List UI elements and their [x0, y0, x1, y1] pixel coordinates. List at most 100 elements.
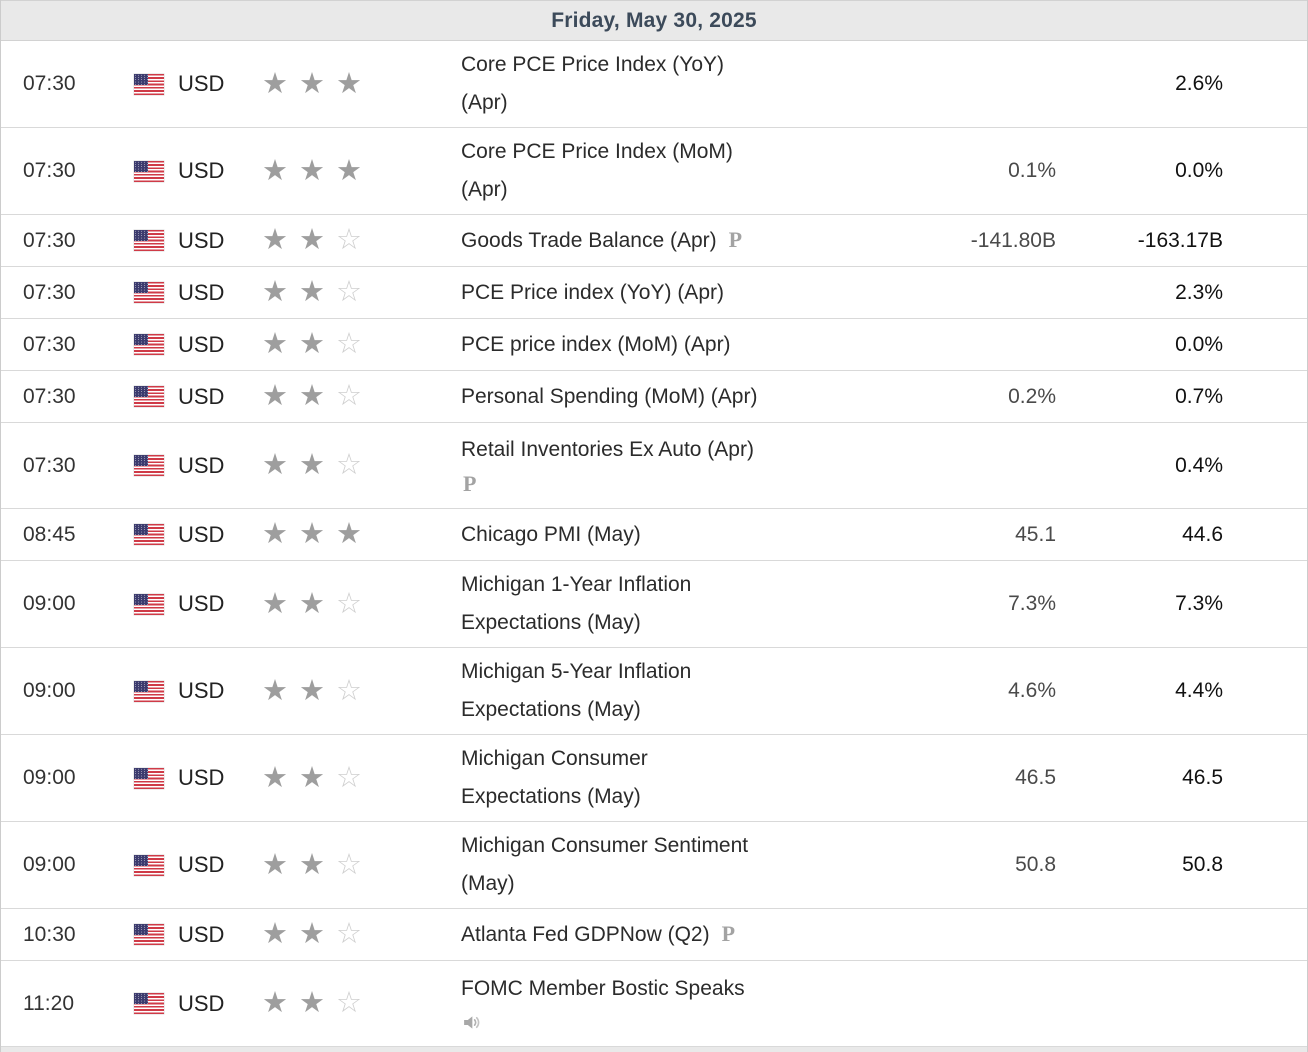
star-icon-empty: ☆ — [336, 674, 362, 707]
event-name-line[interactable]: Expectations (May) — [461, 698, 641, 721]
event-name-line[interactable]: Retail Inventories Ex Auto (Apr) — [461, 438, 754, 461]
star-icon-filled: ★ — [336, 154, 362, 187]
event-name-line[interactable]: Chicago PMI (May) — [461, 522, 641, 546]
star-icon-filled: ★ — [299, 380, 325, 412]
currency-label: USD — [178, 521, 225, 547]
event-row[interactable]: 07:30 USD ★ ★ ☆ Goods Trade Balance (Apr) P… — [1, 215, 1307, 267]
event-name-line[interactable]: Expectations (May) — [461, 785, 641, 808]
event-row[interactable]: 07:30 USD ★ ★ ★ Core PCE Price Index (MoM)… — [1, 128, 1307, 215]
event-name-line[interactable]: PCE Price index (YoY) (Apr) — [461, 280, 724, 304]
importance-stars: ★ ★ ☆ — [262, 382, 440, 411]
event-row[interactable]: 07:30 USD ★ ★ ☆ Retail Inventories Ex Auto… — [1, 423, 1307, 509]
star-icon-empty: ☆ — [336, 848, 362, 881]
us-flag-icon — [134, 593, 164, 615]
importance-stars: ★ ★ ★ — [262, 67, 440, 100]
event-time: 07:30 — [23, 72, 76, 95]
event-name-line[interactable]: PCE price index (MoM) (Apr) — [461, 332, 731, 356]
event-time: 11:20 — [23, 991, 74, 1015]
star-icon-filled: ★ — [262, 987, 288, 1019]
event-name-line[interactable]: (Apr) — [461, 91, 508, 114]
event-name[interactable]: Michigan Consumer Expectations (May) — [440, 735, 886, 821]
event-name-line[interactable]: Core PCE Price Index (YoY) — [461, 53, 725, 76]
previous-value: 50.8 — [1182, 853, 1223, 876]
event-row[interactable]: 09:00 USD ★ ★ ☆ Michigan 1-Year Inflation E… — [1, 561, 1307, 648]
event-name-line[interactable]: Atlanta Fed GDPNow (Q2) P — [461, 921, 736, 946]
event-name-line[interactable]: Personal Spending (MoM) (Apr) — [461, 384, 758, 408]
event-name[interactable]: Atlanta Fed GDPNow (Q2) P — [440, 910, 886, 959]
event-row[interactable]: 09:00 USD ★ ★ ☆ Michigan 5-Year Inflation E… — [1, 648, 1307, 735]
event-row[interactable]: 07:30 USD ★ ★ ☆ Personal Spending (MoM) (A… — [1, 371, 1307, 423]
event-currency-cell: USD — [134, 765, 262, 791]
forecast-value: 46.5 — [1015, 766, 1056, 789]
event-name-line[interactable]: (May) — [461, 872, 515, 895]
us-flag-icon — [134, 524, 164, 545]
event-name-line[interactable]: Core PCE Price Index (MoM) — [461, 140, 733, 163]
star-icon-filled: ★ — [262, 587, 288, 620]
event-name[interactable]: Personal Spending (MoM) (Apr) — [440, 373, 886, 421]
importance-stars: ★ ★ ★ — [262, 520, 440, 549]
event-name[interactable]: Core PCE Price Index (MoM) (Apr) — [440, 128, 886, 214]
event-name[interactable]: FOMC Member Bostic Speaks — [440, 965, 886, 1043]
event-row[interactable]: 09:00 USD ★ ★ ☆ Michigan Consumer Sentimen… — [1, 822, 1307, 909]
preliminary-icon: P — [728, 227, 743, 252]
event-row[interactable]: 10:30 USD ★ ★ ☆ Atlanta Fed GDPNow (Q2) P — [1, 909, 1307, 961]
currency-label: USD — [178, 852, 225, 877]
star-icon-filled: ★ — [262, 449, 288, 481]
event-name-line[interactable]: Michigan 5-Year Inflation — [461, 660, 692, 683]
event-row[interactable]: 08:45 USD ★ ★ ★ Chicago PMI (May) 45.1 44.… — [1, 509, 1307, 561]
event-name[interactable]: PCE price index (MoM) (Apr) — [440, 321, 886, 369]
event-row[interactable]: 07:30 USD ★ ★ ☆ PCE price index (MoM) (Apr… — [1, 319, 1307, 371]
event-name-line[interactable]: Goods Trade Balance (Apr) P — [461, 227, 743, 252]
importance-stars: ★ ★ ☆ — [262, 587, 440, 620]
star-icon-filled: ★ — [336, 67, 362, 100]
event-name[interactable]: Michigan 5-Year Inflation Expectations (M… — [440, 648, 886, 734]
currency-label: USD — [178, 279, 225, 305]
star-icon-filled: ★ — [336, 518, 362, 550]
event-name[interactable]: Michigan Consumer Sentiment (May) — [440, 822, 886, 908]
star-icon-filled: ★ — [299, 918, 325, 950]
us-flag-icon — [134, 73, 164, 95]
event-currency-cell: USD — [134, 922, 262, 948]
importance-stars: ★ ★ ☆ — [262, 451, 440, 480]
event-name-line[interactable]: Michigan Consumer — [461, 747, 648, 770]
event-name-line[interactable]: FOMC Member Bostic Speaks — [461, 976, 745, 1000]
star-icon-filled: ★ — [299, 674, 325, 707]
day-header-date: Friday, May 30, 2025 — [551, 8, 757, 32]
event-currency-cell: USD — [134, 384, 262, 410]
us-flag-icon — [134, 767, 164, 789]
event-name-line[interactable]: (Apr) — [461, 178, 508, 201]
event-name-line[interactable]: Expectations (May) — [461, 611, 641, 634]
forecast-value: 0.2% — [1008, 384, 1056, 408]
us-flag-icon — [134, 993, 164, 1014]
event-row[interactable]: 07:30 USD ★ ★ ☆ PCE Price index (YoY) (Apr… — [1, 267, 1307, 319]
currency-label: USD — [178, 71, 225, 96]
event-name[interactable]: Goods Trade Balance (Apr) P — [440, 216, 886, 265]
preliminary-icon: P — [721, 921, 736, 946]
star-icon-filled: ★ — [262, 154, 288, 187]
forecast-value: 0.1% — [1008, 159, 1056, 182]
event-name[interactable]: Retail Inventories Ex Auto (Apr) P — [440, 426, 886, 505]
us-flag-icon — [134, 680, 164, 702]
event-name[interactable]: PCE Price index (YoY) (Apr) — [440, 269, 886, 317]
event-currency-cell: USD — [134, 522, 262, 548]
currency-label: USD — [178, 591, 225, 616]
event-name[interactable]: Core PCE Price Index (YoY) (Apr) — [440, 41, 886, 127]
event-currency-cell: USD — [134, 228, 262, 254]
event-name[interactable]: Michigan 1-Year Inflation Expectations (M… — [440, 561, 886, 647]
event-name-line[interactable]: Michigan Consumer Sentiment — [461, 834, 749, 857]
currency-label: USD — [178, 383, 225, 409]
star-icon-empty: ☆ — [336, 380, 362, 412]
star-icon-filled: ★ — [299, 276, 325, 308]
event-name[interactable]: Chicago PMI (May) — [440, 511, 886, 559]
importance-stars: ★ ★ ☆ — [262, 848, 440, 881]
event-row[interactable]: 11:20 USD ★ ★ ☆ FOMC Member Bostic Speaks — [1, 961, 1307, 1047]
importance-stars: ★ ★ ☆ — [262, 278, 440, 307]
star-icon-filled: ★ — [262, 918, 288, 950]
event-row[interactable]: 07:30 USD ★ ★ ★ Core PCE Price Index (YoY)… — [1, 41, 1307, 128]
event-row[interactable]: 09:00 USD ★ ★ ☆ Michigan Consumer Expectati… — [1, 735, 1307, 822]
event-name-line[interactable]: Michigan 1-Year Inflation — [461, 573, 692, 596]
star-icon-filled: ★ — [299, 518, 325, 550]
star-icon-filled: ★ — [262, 67, 288, 100]
previous-value: 2.6% — [1175, 72, 1223, 95]
day-header: Friday, May 30, 2025 — [1, 0, 1307, 41]
